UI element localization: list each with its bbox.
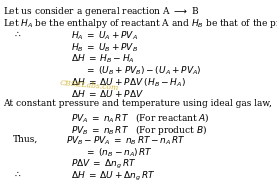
Text: CBSELabs.com: CBSELabs.com: [59, 79, 119, 92]
Text: $PV_B - PV_A\; =\; n_B\, RT - n_A\, RT$: $PV_B - PV_A\; =\; n_B\, RT - n_A\, RT$: [66, 134, 186, 147]
Text: $=\; (n_B - n_A)\, RT$: $=\; (n_B - n_A)\, RT$: [85, 146, 153, 159]
Text: $\Delta H\; =\; \Delta U + \Delta n_g\, RT$: $\Delta H\; =\; \Delta U + \Delta n_g\, …: [71, 169, 156, 182]
Text: $P\Delta V\; =\; \Delta n_g\, RT$: $P\Delta V\; =\; \Delta n_g\, RT$: [71, 158, 137, 171]
Text: $\therefore$: $\therefore$: [13, 29, 22, 38]
Text: At constant pressure and temperature using ideal gas law,: At constant pressure and temperature usi…: [3, 100, 272, 108]
Text: $H_A\; =\; U_A + PV_A$: $H_A\; =\; U_A + PV_A$: [71, 29, 138, 42]
Text: $=\; (U_B + PV_B) - (U_A + PV_A)$: $=\; (U_B + PV_B) - (U_A + PV_A)$: [85, 64, 202, 77]
Text: Thus,: Thus,: [13, 134, 38, 144]
Text: $\Delta H\; =\; \Delta U + P\Delta V\; (H_B - H_A)$: $\Delta H\; =\; \Delta U + P\Delta V\; (…: [71, 76, 186, 89]
Text: Let us consider a general reaction A $\longrightarrow$ B: Let us consider a general reaction A $\l…: [3, 5, 199, 18]
Text: $H_B\; =\; U_B + PV_B$: $H_B\; =\; U_B + PV_B$: [71, 41, 138, 54]
Text: $\Delta H\; =\; H_B - H_A$: $\Delta H\; =\; H_B - H_A$: [71, 53, 135, 65]
Text: $PV_B\; =\; n_B\, RT$   (For product $B$): $PV_B\; =\; n_B\, RT$ (For product $B$): [71, 123, 207, 137]
Text: $PV_A\; =\; n_A\, RT$   (For reactant $A$): $PV_A\; =\; n_A\, RT$ (For reactant $A$): [71, 111, 210, 124]
Text: $\Delta H\; =\; \Delta U + P\Delta V$: $\Delta H\; =\; \Delta U + P\Delta V$: [71, 88, 144, 99]
Text: Let $H_A$ be the enthalpy of reactant A and $H_B$ be that of the products.: Let $H_A$ be the enthalpy of reactant A …: [3, 17, 277, 30]
Text: $\therefore$: $\therefore$: [13, 169, 22, 179]
